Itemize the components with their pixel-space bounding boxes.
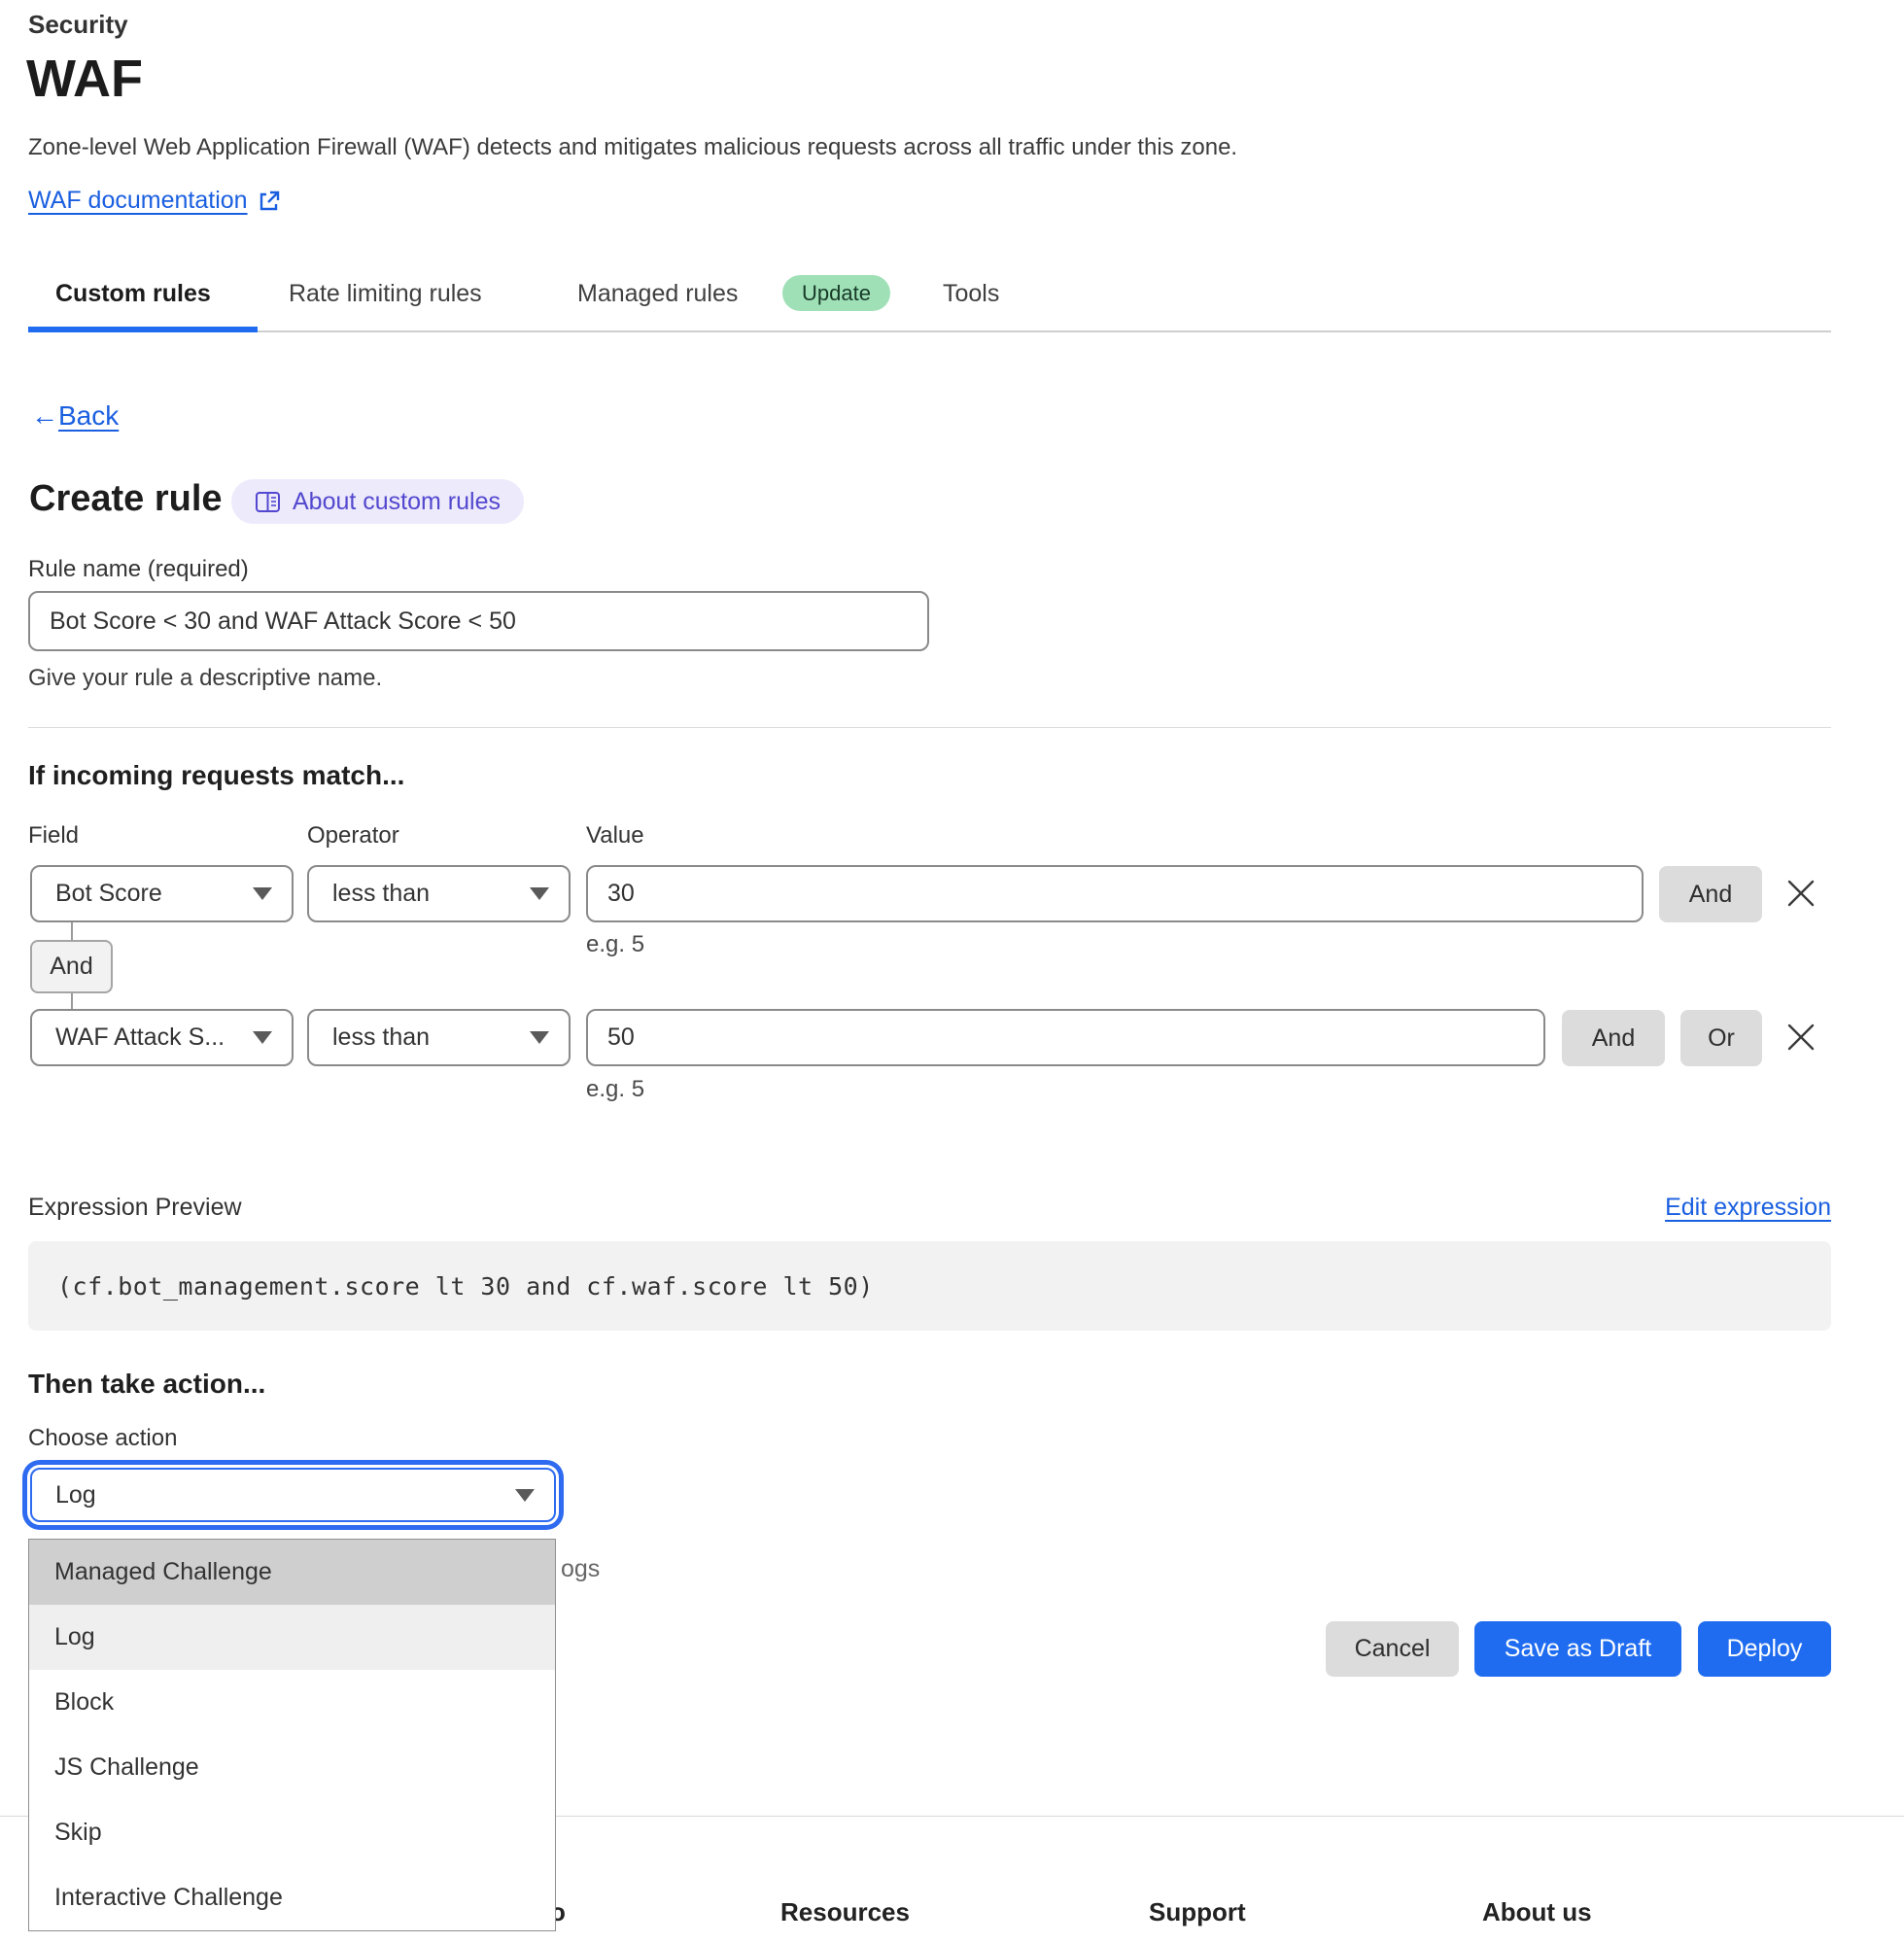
- obscured-helper-text: ogs: [561, 1555, 601, 1582]
- value-hint: e.g. 5: [586, 1076, 645, 1102]
- section-divider: [28, 727, 1831, 728]
- footer-column-about-us[interactable]: About us: [1482, 1897, 1592, 1926]
- back-link[interactable]: ← Back: [31, 400, 119, 432]
- tab-rate-limiting-rules[interactable]: Rate limiting rules: [289, 280, 482, 307]
- cancel-button[interactable]: Cancel: [1326, 1621, 1459, 1677]
- selected-action-value: Log: [55, 1480, 96, 1509]
- option-skip[interactable]: Skip: [29, 1800, 555, 1865]
- option-interactive-challenge[interactable]: Interactive Challenge: [29, 1865, 555, 1930]
- waf-documentation-link[interactable]: WAF documentation: [28, 187, 281, 215]
- chevron-down-icon: [253, 887, 272, 900]
- rule-name-help: Give your rule a descriptive name.: [28, 665, 383, 691]
- waf-documentation-link-label: WAF documentation: [28, 187, 248, 214]
- value-label: Value: [586, 822, 644, 849]
- field-label: Field: [28, 822, 80, 849]
- rule-name-label: Rule name (required): [28, 556, 249, 582]
- create-rule-heading: Create rule: [29, 478, 223, 519]
- back-link-label: Back: [58, 400, 120, 431]
- save-as-draft-button[interactable]: Save as Draft: [1474, 1621, 1681, 1677]
- expression-code-block: (cf.bot_management.score lt 30 and cf.wa…: [28, 1241, 1831, 1331]
- match-heading: If incoming requests match...: [28, 760, 405, 790]
- connector-line: [71, 922, 73, 940]
- about-custom-rules-label: About custom rules: [293, 487, 501, 515]
- tab-tools[interactable]: Tools: [943, 280, 1000, 307]
- tab-custom-rules[interactable]: Custom rules: [55, 280, 211, 307]
- chevron-down-icon: [515, 1488, 535, 1502]
- option-js-challenge[interactable]: JS Challenge: [29, 1735, 555, 1800]
- about-custom-rules-badge[interactable]: About custom rules: [231, 479, 524, 524]
- chevron-down-icon: [530, 887, 549, 900]
- operator-select[interactable]: less than: [307, 865, 571, 922]
- field-select[interactable]: Bot Score: [30, 865, 294, 922]
- rule-name-input[interactable]: [28, 591, 929, 651]
- expression-code: (cf.bot_management.score lt 30 and cf.wa…: [57, 1271, 874, 1301]
- operator-select-value: less than: [332, 880, 431, 907]
- edit-expression-link[interactable]: Edit expression: [1665, 1194, 1831, 1221]
- or-button[interactable]: Or: [1680, 1010, 1762, 1066]
- tabs-bottom-border: [28, 330, 1831, 332]
- action-select[interactable]: Log: [30, 1468, 556, 1522]
- group-connector-chip[interactable]: And: [30, 940, 113, 993]
- action-dropdown-menu: Managed Challenge Log Block JS Challenge…: [28, 1539, 556, 1931]
- footer-divider: [0, 1816, 1904, 1817]
- value-hint: e.g. 5: [586, 931, 645, 957]
- and-button[interactable]: And: [1562, 1010, 1665, 1066]
- field-select-value: WAF Attack S...: [55, 1024, 225, 1051]
- tab-managed-rules[interactable]: Managed rules: [577, 280, 739, 307]
- option-managed-challenge[interactable]: Managed Challenge: [29, 1540, 555, 1605]
- operator-label: Operator: [307, 822, 399, 849]
- operator-select[interactable]: less than: [307, 1009, 571, 1066]
- update-badge: Update: [782, 275, 890, 311]
- operator-select-value: less than: [332, 1024, 431, 1051]
- close-icon: [1787, 880, 1815, 907]
- section-label: Security: [28, 10, 128, 39]
- field-select[interactable]: WAF Attack S...: [30, 1009, 294, 1066]
- book-icon: [256, 491, 280, 512]
- value-input[interactable]: [586, 1009, 1545, 1066]
- external-link-icon: [260, 191, 279, 210]
- page-description: Zone-level Web Application Firewall (WAF…: [28, 134, 1238, 160]
- back-arrow-icon: ←: [31, 400, 58, 431]
- option-block[interactable]: Block: [29, 1670, 555, 1735]
- deploy-button[interactable]: Deploy: [1698, 1621, 1831, 1677]
- choose-action-label: Choose action: [28, 1425, 178, 1451]
- connector-line: [71, 993, 73, 1009]
- close-icon: [1787, 1024, 1815, 1051]
- chevron-down-icon: [253, 1031, 272, 1044]
- value-input[interactable]: [586, 865, 1644, 922]
- option-log[interactable]: Log: [29, 1605, 555, 1670]
- and-button[interactable]: And: [1659, 866, 1762, 922]
- remove-condition-button[interactable]: [1783, 875, 1819, 915]
- action-heading: Then take action...: [28, 1369, 266, 1399]
- field-select-value: Bot Score: [55, 880, 162, 907]
- page-title: WAF: [26, 50, 143, 108]
- footer-column-resources[interactable]: Resources: [780, 1897, 910, 1926]
- remove-condition-button[interactable]: [1783, 1019, 1819, 1058]
- expression-preview-label: Expression Preview: [28, 1194, 242, 1221]
- tab-active-indicator: [28, 327, 258, 332]
- chevron-down-icon: [530, 1031, 549, 1044]
- footer-column-support[interactable]: Support: [1149, 1897, 1246, 1926]
